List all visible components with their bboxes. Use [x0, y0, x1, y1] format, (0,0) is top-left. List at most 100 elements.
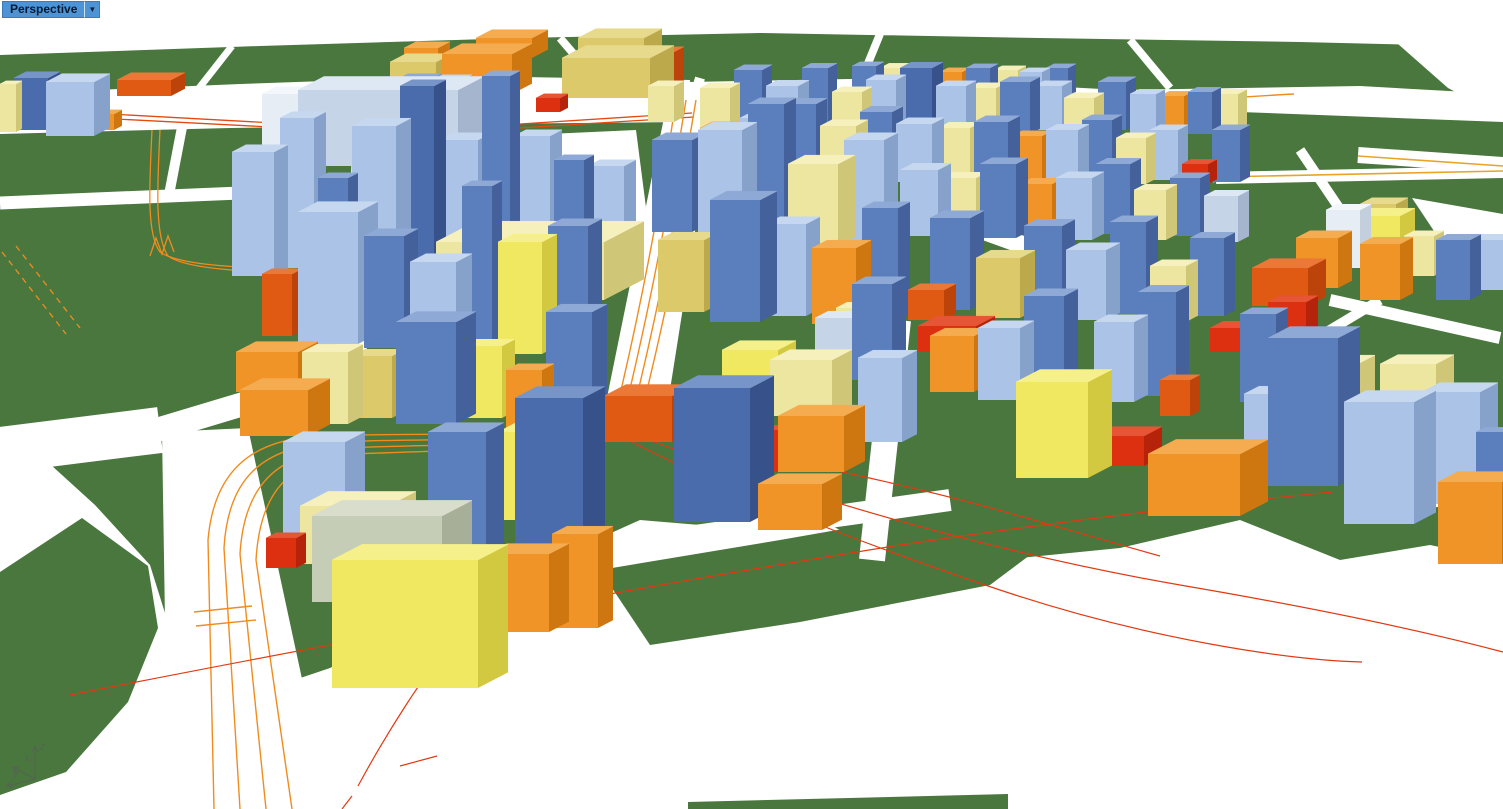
building-front-face: [262, 274, 292, 336]
building-front-face: [1160, 96, 1184, 130]
building-box: [239, 378, 331, 436]
building-top-face: [331, 544, 509, 561]
curve-line: [193, 605, 253, 613]
building-side-face: [1238, 89, 1247, 130]
building-side-face: [1414, 390, 1436, 524]
building-front-face: [1034, 86, 1062, 130]
building-front-face: [1212, 130, 1240, 182]
building-box: [1045, 124, 1090, 184]
building-front-face: [298, 212, 358, 344]
building-side-face: [730, 82, 740, 130]
curve-line: [1217, 170, 1503, 178]
building-box: [331, 544, 509, 688]
building-front-face: [700, 88, 730, 130]
building-side-face: [1190, 374, 1200, 416]
building-side-face: [1308, 258, 1326, 306]
building-side-face: [94, 73, 110, 136]
building-front-face: [604, 396, 672, 442]
building-front-face: [652, 140, 692, 232]
building-box: [1437, 471, 1503, 564]
building-front-face: [1148, 454, 1240, 516]
building-front-face: [978, 328, 1020, 400]
axis-arrowhead: [31, 745, 36, 753]
building-side-face: [1156, 89, 1165, 134]
road-stroke: [193, 43, 235, 95]
building-box: [1129, 89, 1166, 134]
building-front-face: [46, 82, 94, 136]
road-stroke: [0, 407, 163, 473]
building-side-face: [478, 544, 508, 688]
building-box: [535, 93, 569, 112]
building-front-face: [364, 236, 404, 348]
building-box: [231, 144, 289, 276]
building-front-face: [648, 86, 674, 122]
building-front-face: [1436, 240, 1470, 300]
building-side-face: [1240, 439, 1268, 516]
viewport-title-tab[interactable]: Perspective ▼: [2, 1, 101, 18]
building-side-face: [296, 532, 306, 568]
building-box: [857, 349, 918, 442]
road-stroke: [163, 95, 193, 201]
building-box: [1359, 236, 1414, 300]
building-front-face: [1360, 244, 1400, 300]
building-side-face: [1078, 124, 1089, 184]
building-side-face: [1016, 157, 1028, 238]
world-axis-gizmo: xy z: [6, 739, 46, 789]
axis-line: [6, 778, 36, 787]
road-stroke: [1126, 37, 1174, 91]
building-box: [777, 404, 866, 472]
building-box: [514, 386, 606, 556]
building-top-face: [297, 76, 485, 91]
road-stroke: [1328, 294, 1502, 344]
building-front-face: [562, 58, 650, 98]
building-side-face: [171, 72, 185, 96]
building-front-face: [14, 78, 48, 130]
building-side-face: [456, 311, 476, 424]
building-front-face: [770, 360, 832, 416]
building-front-face: [858, 358, 902, 442]
building-box: [757, 473, 843, 530]
building-box: [651, 132, 707, 232]
terrain-patch: [600, 512, 1070, 645]
building-front-face: [1150, 130, 1178, 180]
building-side-face: [348, 344, 363, 424]
building-front-face: [232, 152, 274, 276]
axis-arrowhead: [12, 766, 18, 774]
chevron-down-icon: ▼: [88, 5, 97, 14]
building-side-face: [1030, 76, 1040, 134]
building-box: [1159, 374, 1201, 416]
building-side-face: [1088, 369, 1112, 478]
building-side-face: [1176, 285, 1189, 396]
building-box: [709, 190, 778, 322]
building-side-face: [560, 93, 568, 112]
viewport-title-label[interactable]: Perspective: [2, 1, 85, 18]
axis-arrowhead: [6, 785, 14, 789]
building-side-face: [1306, 295, 1318, 332]
building-side-face: [822, 473, 842, 530]
building-side-face: [604, 221, 644, 300]
building-box: [261, 268, 303, 336]
building-front-face: [1204, 196, 1238, 242]
building-front-face: [240, 390, 308, 436]
building-side-face: [308, 378, 330, 436]
building-side-face: [1208, 159, 1217, 184]
curve-line: [1357, 155, 1503, 167]
building-box: [363, 228, 419, 348]
building-box: [769, 349, 853, 416]
building-side-face: [674, 80, 684, 122]
building-side-face: [1146, 132, 1156, 184]
building-front-face: [710, 200, 760, 322]
building-front-face: [1046, 130, 1078, 184]
building-front-face: [976, 258, 1020, 318]
road-stroke: [1357, 147, 1503, 173]
building-front-face: [396, 322, 456, 424]
terrain-patch: [688, 794, 1008, 809]
building-front-face: [778, 416, 844, 472]
building-side-face: [598, 526, 613, 628]
building-box: [1343, 390, 1437, 524]
viewport-dropdown-button[interactable]: ▼: [84, 1, 101, 18]
building-side-face: [1470, 234, 1481, 300]
building-side-face: [510, 70, 520, 264]
axis-arrowhead: [34, 745, 39, 753]
